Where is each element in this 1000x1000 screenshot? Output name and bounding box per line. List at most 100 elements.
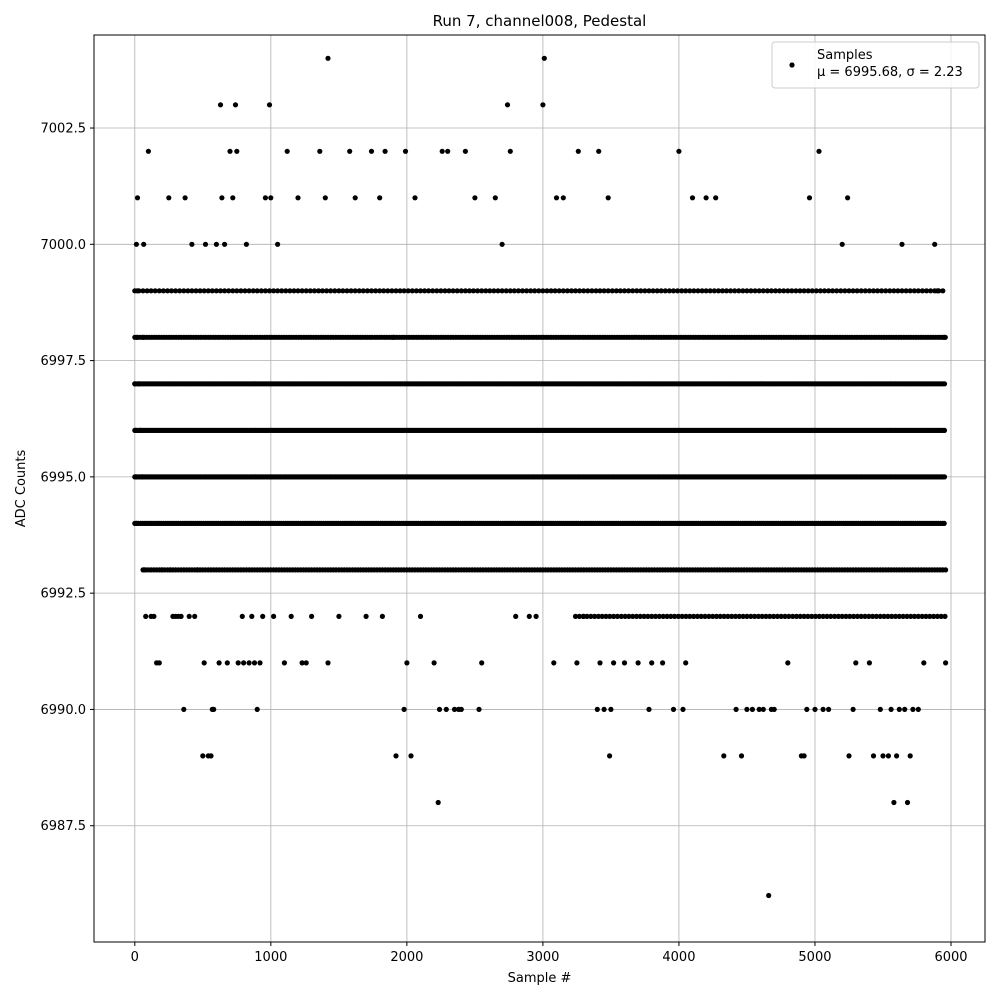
data-point <box>491 288 497 294</box>
data-point <box>307 288 313 294</box>
data-point <box>572 288 579 294</box>
data-point <box>224 660 230 666</box>
data-point <box>271 613 277 620</box>
data-point <box>804 706 810 713</box>
data-point <box>695 288 701 294</box>
data-point <box>148 288 154 294</box>
data-point <box>740 613 746 620</box>
data-point <box>315 288 322 294</box>
x-tick-label: 2000 <box>390 950 423 965</box>
data-point <box>911 288 917 294</box>
data-point <box>575 148 581 154</box>
data-point <box>431 660 437 666</box>
data-point <box>348 288 354 294</box>
data-point <box>763 613 769 620</box>
data-point <box>249 613 255 620</box>
data-point <box>513 613 519 620</box>
data-point <box>642 288 648 294</box>
data-point <box>850 288 856 294</box>
data-point <box>217 288 224 294</box>
data-point <box>744 288 750 294</box>
data-point <box>393 288 399 294</box>
data-point <box>507 288 513 294</box>
data-point <box>892 613 899 620</box>
x-tick-label: 6000 <box>934 950 967 965</box>
data-point <box>603 613 609 620</box>
data-point <box>854 613 861 620</box>
data-point <box>364 288 370 294</box>
data-point <box>870 288 877 294</box>
data-point <box>185 288 191 294</box>
data-point <box>941 474 948 480</box>
data-point <box>385 288 391 294</box>
data-point <box>943 660 949 666</box>
data-point <box>838 288 844 294</box>
data-point <box>585 288 591 294</box>
data-point <box>553 195 560 201</box>
data-point <box>533 613 539 620</box>
data-point <box>879 288 885 294</box>
data-point <box>166 195 172 201</box>
data-point <box>728 288 734 294</box>
data-point <box>132 381 138 387</box>
data-point <box>870 613 876 620</box>
data-point <box>812 613 819 620</box>
data-point <box>504 102 511 108</box>
data-point <box>189 241 195 247</box>
x-tick-label: 1000 <box>254 950 287 965</box>
data-point <box>766 892 772 899</box>
data-point <box>492 195 498 201</box>
data-point <box>691 288 697 294</box>
data-point <box>254 288 260 294</box>
data-point <box>597 288 603 294</box>
data-point <box>483 288 489 294</box>
data-point <box>820 706 826 713</box>
data-point <box>896 706 902 713</box>
data-point <box>462 148 468 154</box>
data-point <box>748 288 754 294</box>
data-point <box>347 148 353 154</box>
data-point <box>895 288 901 294</box>
data-point <box>235 660 241 666</box>
data-point <box>938 613 944 620</box>
data-point <box>303 660 309 666</box>
data-point <box>713 613 720 620</box>
data-point <box>896 613 902 620</box>
data-point <box>928 288 934 294</box>
data-point <box>880 753 886 759</box>
data-point <box>675 288 681 294</box>
data-point <box>759 613 765 620</box>
data-point <box>393 753 399 759</box>
data-point <box>941 520 947 527</box>
data-point <box>200 753 206 759</box>
data-point <box>397 288 403 294</box>
data-point <box>915 706 921 713</box>
data-point <box>560 195 566 201</box>
data-point <box>487 288 493 294</box>
data-point <box>866 660 873 666</box>
data-point <box>710 613 716 620</box>
data-point <box>151 613 157 620</box>
data-point <box>352 195 358 201</box>
data-point <box>243 241 249 247</box>
data-point <box>434 288 440 294</box>
data-point <box>611 660 617 666</box>
data-point <box>782 613 788 620</box>
data-point <box>507 148 513 154</box>
data-point <box>832 613 838 620</box>
data-point <box>266 288 273 294</box>
data-point <box>853 660 859 666</box>
data-point <box>275 288 281 294</box>
data-point <box>793 613 800 620</box>
data-point <box>691 613 697 620</box>
data-point <box>137 427 143 433</box>
data-point <box>258 288 264 294</box>
data-point <box>668 613 674 620</box>
data-point <box>519 288 526 294</box>
data-point <box>927 613 933 620</box>
y-tick-label: 7000.0 <box>41 238 87 253</box>
data-point <box>672 613 678 620</box>
data-point <box>874 288 881 294</box>
x-axis-label: Sample # <box>508 971 572 986</box>
data-point <box>680 706 686 713</box>
